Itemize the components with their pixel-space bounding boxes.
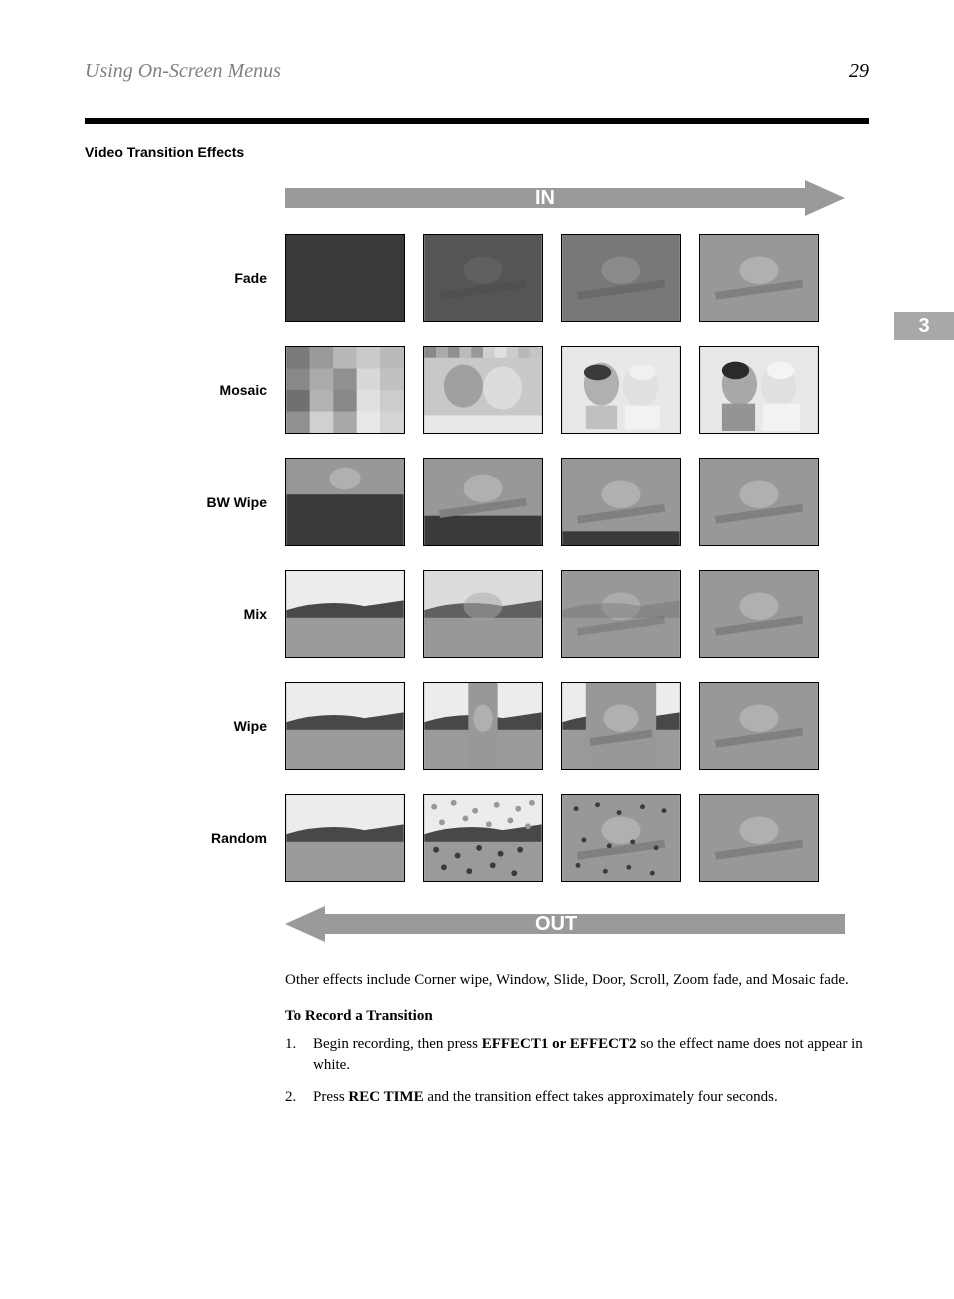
thumb-bwwipe-3 xyxy=(561,458,681,546)
arrow-in-row: IN xyxy=(285,180,869,216)
effect-row-random: Random xyxy=(85,794,869,882)
step-number: 1. xyxy=(285,1034,313,1078)
thumb-random-2 xyxy=(423,794,543,882)
step-text: Begin recording, then press EFFECT1 or E… xyxy=(313,1034,869,1078)
effect-label: Mosaic xyxy=(85,381,285,399)
effect-row-mosaic: Mosaic xyxy=(85,346,869,434)
thumb-group xyxy=(285,458,819,546)
thumb-fade-3 xyxy=(561,234,681,322)
thumb-bwwipe-1 xyxy=(285,458,405,546)
thumb-wipe-2 xyxy=(423,682,543,770)
effect-row-bwwipe: BW Wipe xyxy=(85,458,869,546)
thumb-random-3 xyxy=(561,794,681,882)
effect-label: Mix xyxy=(85,605,285,623)
thumb-wipe-1 xyxy=(285,682,405,770)
thumb-group xyxy=(285,682,819,770)
thumb-mosaic-1 xyxy=(285,346,405,434)
effects-grid: Fade Mosaic xyxy=(85,234,869,882)
arrow-in-label: IN xyxy=(535,187,555,209)
arrow-out-row: OUT xyxy=(285,906,869,942)
body-text: Other effects include Corner wipe, Windo… xyxy=(285,970,869,1028)
thumb-group xyxy=(285,346,819,434)
section-title: Video Transition Effects xyxy=(85,144,869,160)
thumb-fade-4 xyxy=(699,234,819,322)
thumb-bwwipe-2 xyxy=(423,458,543,546)
effect-label: Wipe xyxy=(85,717,285,735)
thumb-wipe-4 xyxy=(699,682,819,770)
step-2: 2. Press REC TIME and the transition eff… xyxy=(285,1087,869,1109)
other-effects-paragraph: Other effects include Corner wipe, Windo… xyxy=(285,970,869,992)
thumb-mix-3 xyxy=(561,570,681,658)
header-title: Using On-Screen Menus xyxy=(85,60,281,83)
page: Using On-Screen Menus 29 Video Transitio… xyxy=(0,0,954,1179)
thumb-mix-2 xyxy=(423,570,543,658)
thumb-fade-1 xyxy=(285,234,405,322)
header-rule xyxy=(85,118,869,124)
thumb-group xyxy=(285,794,819,882)
effect-label: Fade xyxy=(85,269,285,287)
thumb-random-4 xyxy=(699,794,819,882)
arrow-out-icon: OUT xyxy=(285,906,845,942)
effect-label: BW Wipe xyxy=(85,493,285,511)
thumb-wipe-3 xyxy=(561,682,681,770)
thumb-fade-2 xyxy=(423,234,543,322)
subhead: To Record a Transition xyxy=(285,1006,869,1028)
arrow-out-label: OUT xyxy=(535,913,577,935)
step-1: 1. Begin recording, then press EFFECT1 o… xyxy=(285,1034,869,1078)
thumb-bwwipe-4 xyxy=(699,458,819,546)
step-text: Press REC TIME and the transition effect… xyxy=(313,1087,869,1109)
effect-row-wipe: Wipe xyxy=(85,682,869,770)
effect-label: Random xyxy=(85,829,285,847)
arrow-in-icon: IN xyxy=(285,180,845,216)
thumb-group xyxy=(285,234,819,322)
thumb-mix-1 xyxy=(285,570,405,658)
effect-row-mix: Mix xyxy=(85,570,869,658)
step-number: 2. xyxy=(285,1087,313,1109)
thumb-group xyxy=(285,570,819,658)
thumb-random-1 xyxy=(285,794,405,882)
thumb-mosaic-2 xyxy=(423,346,543,434)
thumb-mix-4 xyxy=(699,570,819,658)
header-page-number: 29 xyxy=(849,60,869,83)
header: Using On-Screen Menus 29 xyxy=(85,60,869,98)
thumb-mosaic-4 xyxy=(699,346,819,434)
steps-list: 1. Begin recording, then press EFFECT1 o… xyxy=(285,1034,869,1109)
thumb-mosaic-3 xyxy=(561,346,681,434)
effect-row-fade: Fade xyxy=(85,234,869,322)
